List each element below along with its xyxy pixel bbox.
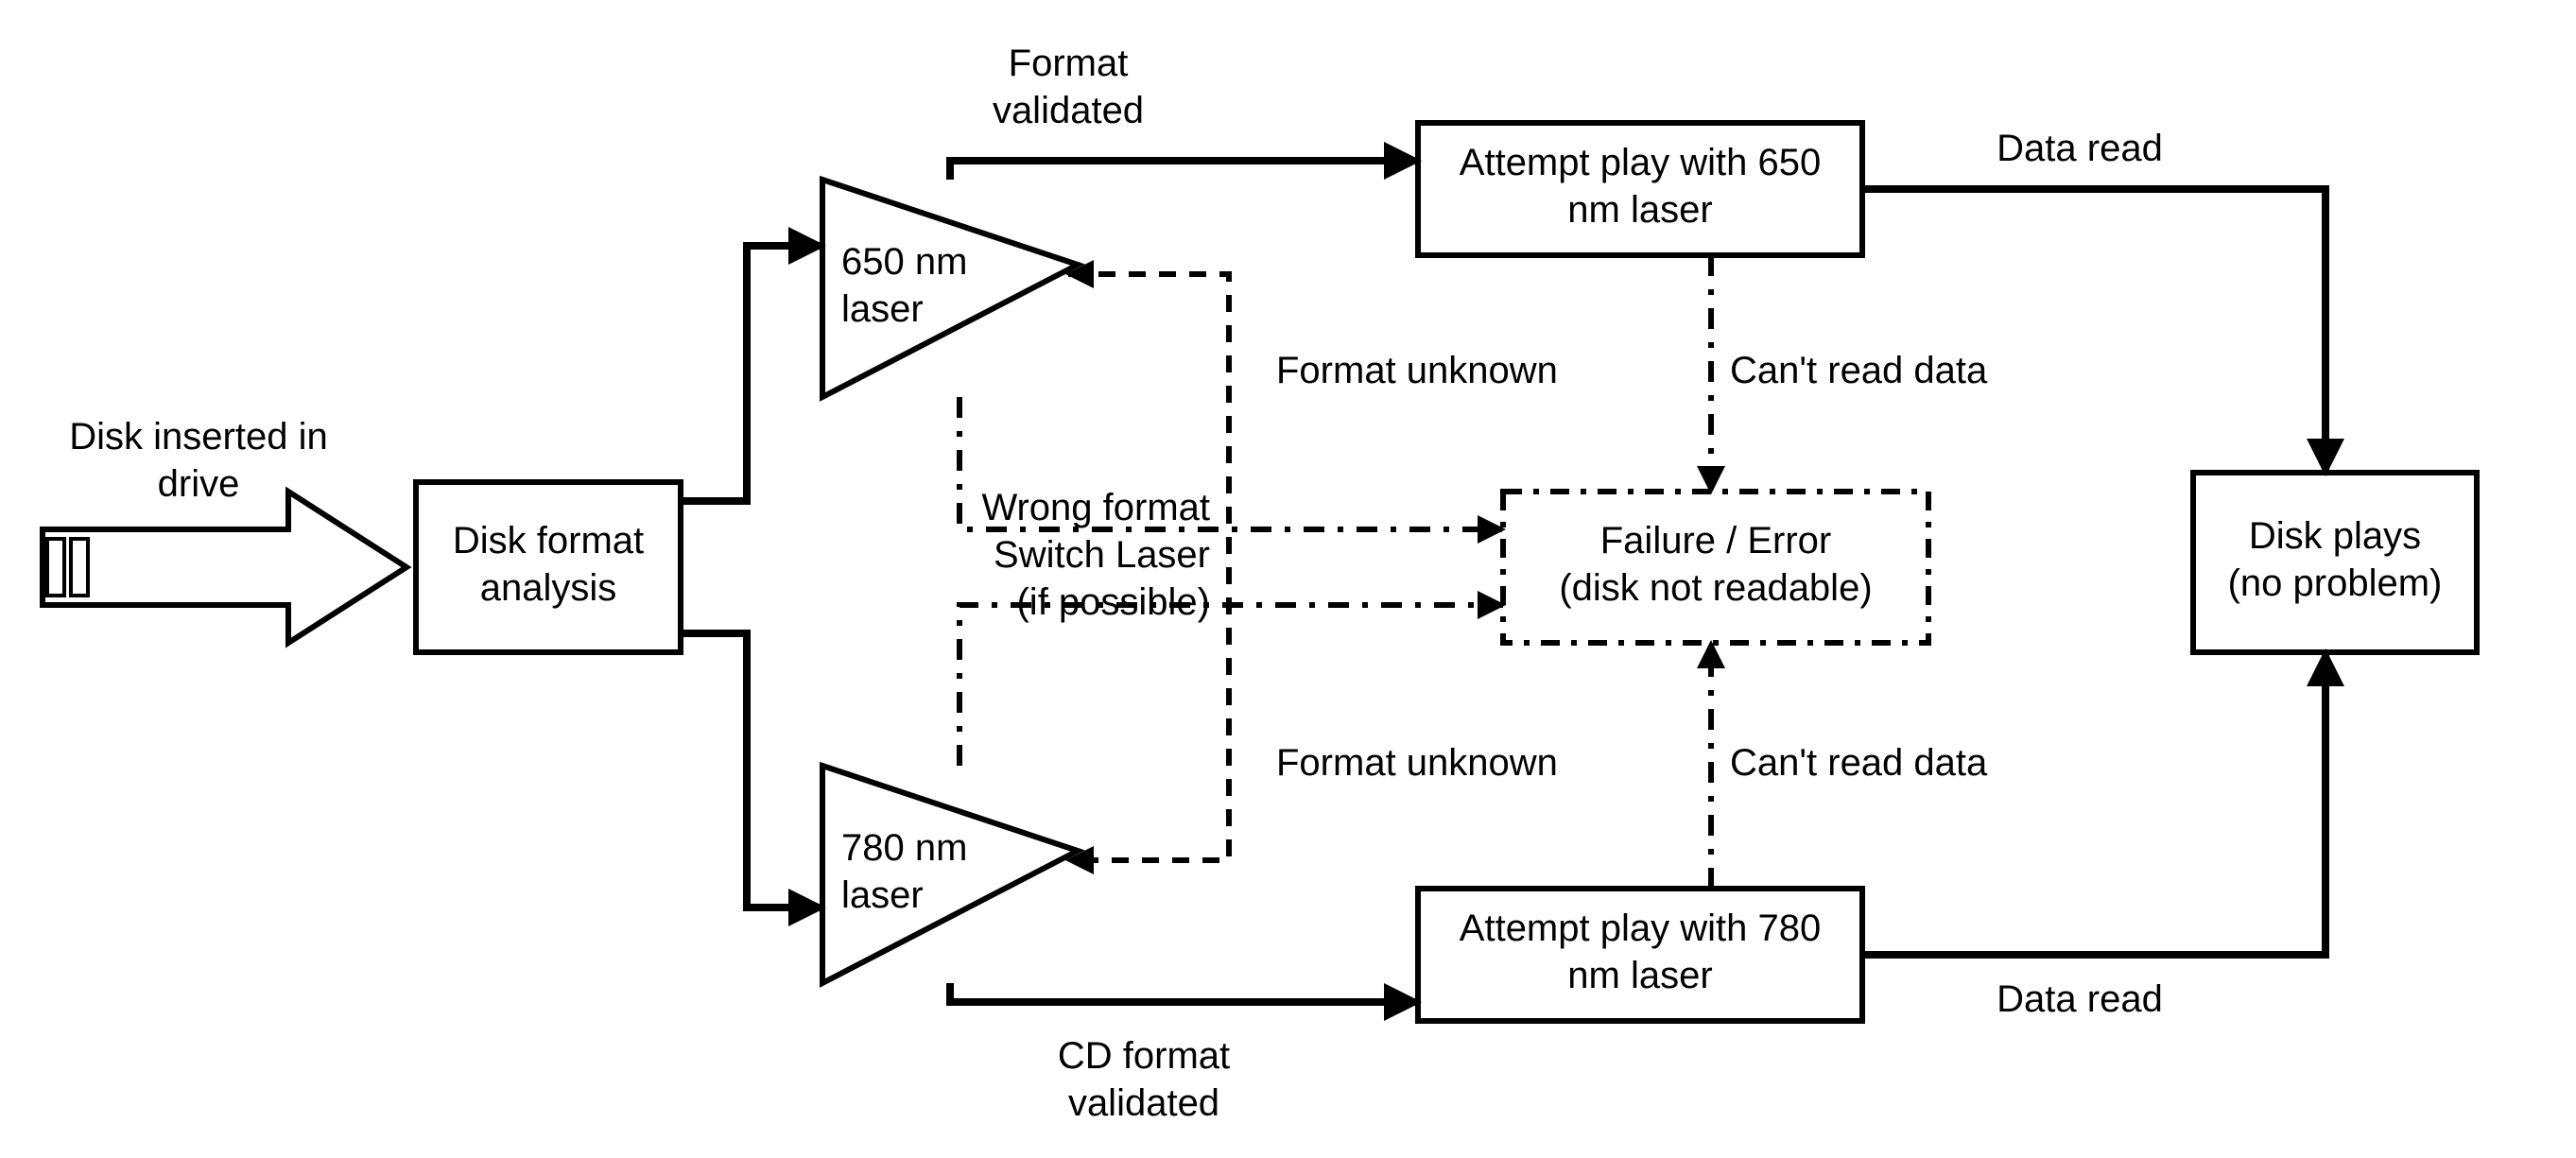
attempt-650-label: nm laser	[1567, 189, 1712, 231]
data-read-top-label: Data read	[1997, 128, 2163, 169]
disk-format-label: analysis	[480, 567, 617, 609]
laser-650-label: 650 nm	[841, 241, 967, 283]
big-arrow-icon	[43, 492, 406, 643]
failure-label: (disk not readable)	[1559, 567, 1872, 609]
disk-inserted-label: drive	[158, 463, 240, 505]
format-unknown-top-label: Format unknown	[1276, 350, 1558, 391]
cant-read-bottom-label: Can't read data	[1730, 742, 1988, 784]
laser-780-label: 780 nm	[841, 827, 967, 869]
disk-format-label: Disk format	[453, 520, 644, 562]
format-validated-label: validated	[993, 90, 1144, 131]
disk-plays-label: Disk plays	[2249, 515, 2421, 557]
edge-780-to-plays	[1862, 652, 2325, 955]
disk-plays-label: (no problem)	[2228, 562, 2443, 604]
wrong-format-label: (if possible)	[1016, 581, 1210, 623]
attempt-780-label: Attempt play with 780	[1460, 907, 1821, 949]
format-validated-label: Format	[1009, 43, 1129, 84]
cant-read-top-label: Can't read data	[1730, 350, 1988, 391]
edge-650-to-plays	[1862, 189, 2325, 473]
laser-780-label: laser	[841, 874, 924, 916]
edge-dfa-to-650	[681, 246, 822, 501]
laser-650-label: laser	[841, 288, 924, 330]
wrong-format-label: Switch Laser	[994, 534, 1210, 576]
cd-format-validated-label: CD format	[1058, 1035, 1230, 1077]
data-read-bottom-label: Data read	[1997, 978, 2163, 1020]
edge-dfa-to-780	[681, 633, 822, 907]
cd-format-validated-label: validated	[1068, 1082, 1219, 1124]
edge-650-to-attempt	[950, 161, 1418, 180]
edge-780-to-attempt	[950, 983, 1418, 1002]
attempt-650-label: Attempt play with 650	[1460, 142, 1821, 183]
wrong-format-label: Wrong format	[981, 487, 1210, 528]
failure-label: Failure / Error	[1600, 520, 1832, 562]
format-unknown-bottom-label: Format unknown	[1276, 742, 1558, 784]
disk-inserted-label: Disk inserted in	[69, 416, 327, 458]
attempt-780-label: nm laser	[1567, 955, 1712, 996]
